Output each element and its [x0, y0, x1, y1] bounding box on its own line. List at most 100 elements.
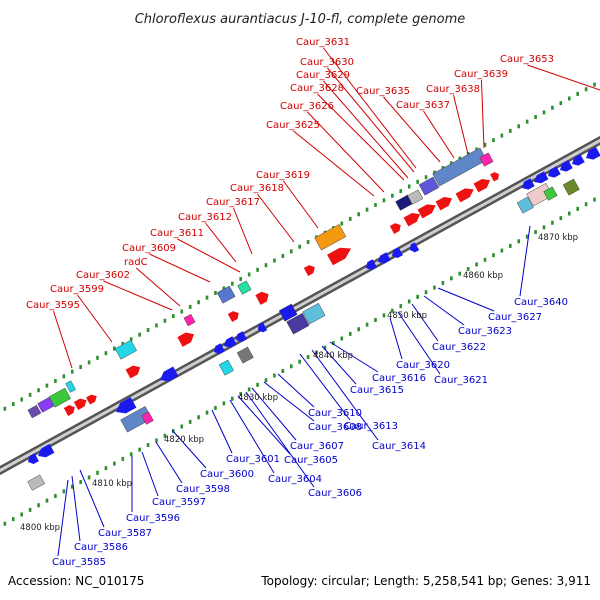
gene-block: [516, 196, 534, 214]
leader-line: [329, 341, 379, 373]
scale-dot: [433, 285, 436, 290]
gene-label: Caur_3605: [284, 455, 338, 466]
scale-dot: [180, 309, 184, 314]
gene-label: Caur_3628: [290, 83, 344, 94]
scale-dot: [298, 359, 301, 364]
scale-dot: [567, 211, 571, 216]
scale-dot: [424, 290, 428, 295]
scale-dot: [37, 388, 40, 393]
kbp-label-4830: 4830 kbp: [238, 393, 278, 403]
scale-dot: [534, 115, 537, 120]
gene-arrow: [224, 336, 237, 348]
scale-dot: [222, 401, 226, 406]
scale-dot: [239, 392, 243, 397]
scale-dot: [306, 355, 310, 360]
kbp-label-4870: 4870 kbp: [538, 233, 578, 243]
scale-dot: [525, 119, 529, 124]
leader-line: [103, 280, 173, 311]
kbp-label-4860: 4860 kbp: [463, 271, 503, 281]
scale-dot: [70, 369, 74, 374]
scale-dot: [475, 147, 478, 152]
gene-block: [236, 346, 254, 364]
gene-label: Caur_3619: [256, 170, 310, 181]
scale-dot: [584, 202, 588, 207]
gene-arrow: [586, 146, 600, 160]
gene-arrow: [236, 331, 247, 343]
scale-dot: [441, 165, 445, 170]
scale-dot: [340, 336, 344, 341]
scale-dot: [315, 350, 318, 355]
scale-dot: [551, 220, 554, 225]
scale-dot: [45, 383, 49, 388]
scale-dot: [256, 267, 259, 272]
gene-label: Caur_3601: [226, 454, 280, 465]
scale-dot: [62, 489, 66, 494]
leader-line: [323, 47, 417, 169]
scale-dot: [416, 294, 419, 299]
gene-label: Caur_3597: [152, 497, 206, 508]
leader-line: [480, 79, 485, 149]
kbp-label-4850: 4850 kbp: [387, 311, 427, 321]
gene-block: [237, 280, 252, 295]
gene-label: Caur_3585: [52, 557, 106, 568]
gene-label: Caur_3639: [454, 69, 508, 80]
gene-labels: Caur_3595 Caur_3599 Caur_3602 radC Caur_3609…: [26, 37, 568, 568]
gene-arrow: [560, 160, 573, 172]
gene-block: [302, 302, 326, 325]
scale-dot: [298, 244, 301, 249]
scale-dot: [28, 507, 32, 512]
gene-label: Caur_3631: [296, 37, 350, 48]
leader-line: [389, 317, 403, 360]
leader-line: [77, 294, 113, 343]
leader-line: [527, 64, 600, 91]
gene-label: Caur_3635: [356, 86, 410, 97]
gene-block: [407, 189, 424, 205]
leader-line: [177, 238, 241, 273]
scale-dot: [205, 410, 209, 415]
scale-dot: [483, 142, 487, 147]
scale-dot: [3, 406, 7, 411]
scale-dot: [273, 258, 276, 263]
gene-arrow: [327, 247, 352, 266]
scale-dot: [113, 346, 116, 351]
gene-label: Caur_3618: [230, 183, 284, 194]
scale-dot: [256, 382, 259, 387]
gene-arrow: [38, 443, 55, 458]
scale-dot: [28, 392, 32, 397]
gene-arrow: [490, 172, 500, 182]
scale-dot: [559, 216, 563, 221]
scale-dot: [500, 133, 504, 138]
gene-label: Caur_3625: [266, 120, 320, 131]
scale-dot: [517, 239, 521, 244]
scale-dot: [11, 517, 15, 522]
gene-arrow: [366, 259, 377, 271]
scale-dot: [407, 299, 411, 304]
scale-dot: [525, 234, 529, 239]
scale-dot: [559, 101, 563, 106]
scale-dot: [172, 314, 175, 319]
leader-line: [321, 345, 357, 385]
gene-arrow: [455, 188, 474, 203]
gene-label: Caur_3587: [98, 528, 152, 539]
leader-line: [323, 80, 409, 179]
scale-dot: [188, 419, 192, 424]
gene-block: [278, 303, 298, 322]
gene-label: Caur_3621: [434, 375, 488, 386]
scale-dot: [197, 300, 200, 305]
scale-dot: [357, 212, 360, 217]
scale-dot: [222, 286, 226, 291]
scale-dot: [45, 498, 49, 503]
scale-dot: [382, 198, 386, 203]
leader-line: [245, 391, 315, 488]
scale-dot: [500, 248, 504, 253]
map-title: Chloroflexus aurantiacus J-10-fl, comple…: [135, 12, 466, 27]
leader-line: [251, 387, 297, 441]
scale-dot: [576, 91, 579, 96]
leader-line: [263, 381, 315, 422]
gene-arrow: [403, 212, 421, 227]
scale-dot: [138, 332, 141, 337]
scale-dot: [121, 341, 125, 346]
scale-dot: [273, 373, 276, 378]
scale-dot: [54, 493, 57, 498]
gene-label: Caur_3614: [372, 441, 426, 452]
